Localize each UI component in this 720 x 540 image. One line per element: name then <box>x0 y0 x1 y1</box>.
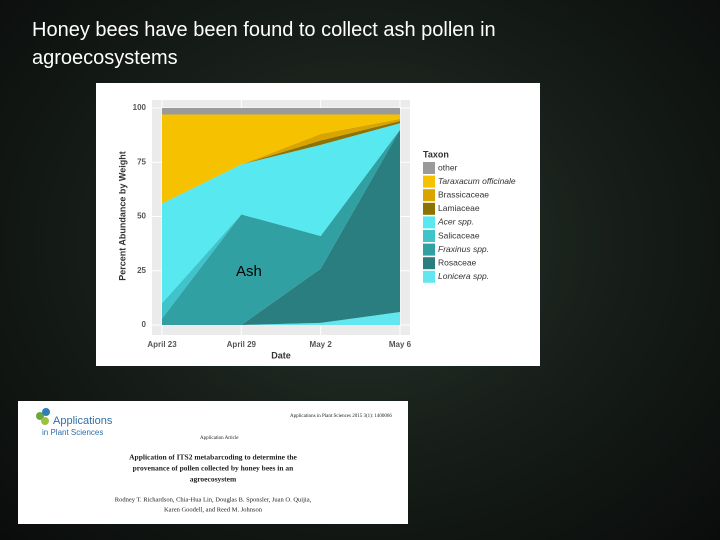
legend-label: Lamiaceae <box>438 203 480 213</box>
area <box>162 129 400 325</box>
annotation: Ash <box>236 263 262 280</box>
legend-key <box>423 175 435 188</box>
legend-label: Salicaceae <box>438 230 480 240</box>
paper-text: Application of ITS2 metabarcoding to det… <box>115 453 312 514</box>
paper-title: provenance of pollen collected by honey … <box>133 464 295 473</box>
legend-key <box>423 270 435 283</box>
legend-title: Taxon <box>423 149 449 159</box>
legend-label: Lonicera spp. <box>438 271 489 281</box>
paper-title: Application of ITS2 metabarcoding to det… <box>129 453 297 462</box>
y-axis-label: Percent Abundance by Weight <box>117 151 127 281</box>
paper-citation: Applications in Plant Sciences 2015 3(1)… <box>290 414 392 419</box>
y-tick-label: 75 <box>137 157 146 166</box>
area <box>162 114 400 204</box>
paper-image <box>18 401 408 524</box>
y-tick-label: 25 <box>137 266 146 275</box>
legend-label: other <box>438 162 458 172</box>
paper-logo <box>36 408 50 425</box>
legend-key <box>423 189 435 202</box>
paper-authors: Rodney T. Richardson, Chia-Hua Lin, Doug… <box>115 496 312 503</box>
paper-authors: Karen Goodell, and Reed M. Johnson <box>164 506 263 513</box>
paper-title: agroecosystem <box>190 475 237 484</box>
y-tick-label: 100 <box>133 103 147 112</box>
y-tick-label: 0 <box>142 320 147 329</box>
legend-label: Rosaceae <box>438 257 477 267</box>
x-tick-label: April 29 <box>227 340 257 349</box>
legend-key <box>423 162 435 174</box>
y-tick-label: 50 <box>137 212 146 221</box>
area <box>162 108 400 115</box>
area <box>162 129 400 325</box>
x-tick-label: May 6 <box>389 340 412 349</box>
legend-key <box>423 243 435 256</box>
legend-key <box>423 202 435 215</box>
legend-label: Taraxacum officinale <box>438 176 516 186</box>
legend-key <box>423 230 435 242</box>
chart: 0 25 50 75 100 April 23 April 29 May 2 May 6 Ash D… <box>117 100 516 360</box>
legend-label: Acer spp. <box>437 217 474 227</box>
legend-label: Brassicaceae <box>438 189 489 199</box>
area <box>162 121 400 204</box>
paper-journal-sub: in Plant Sciences <box>42 428 103 437</box>
legend-label: Fraxinus spp. <box>438 244 489 254</box>
x-tick-label: April 23 <box>147 340 177 349</box>
area <box>162 311 400 325</box>
legend-key <box>423 216 435 229</box>
x-axis-label: Date <box>271 350 291 360</box>
paper-journal: Applications <box>53 415 113 427</box>
paper-article-type: Application Article <box>200 436 239 441</box>
area <box>162 123 400 304</box>
x-tick-label: May 2 <box>310 340 333 349</box>
slide-title: Honey bees have been found to collect as… <box>32 19 496 69</box>
legend-key <box>423 257 435 270</box>
